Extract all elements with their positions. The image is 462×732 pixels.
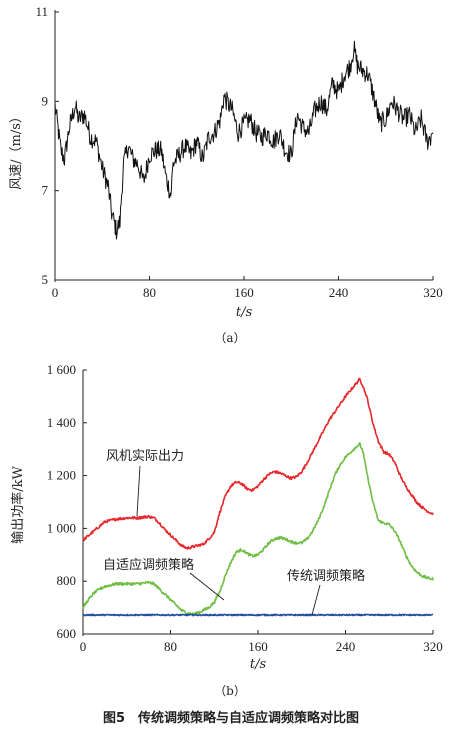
y-tick-label: 7 [42, 183, 49, 198]
annotation-adaptive-strategy: 自适应调频策略 [103, 557, 194, 573]
wind-speed-chart: 0 80 160 240 320 5 7 9 11 t/s 风速/（m/s） （a） [9, 4, 443, 345]
x-tick-label: 80 [164, 639, 177, 654]
x-tick-label: 320 [423, 285, 443, 300]
y-tick-label: 1 000 [47, 520, 76, 535]
panel-label-a: （a） [214, 331, 245, 345]
annotation-actual-output: 风机实际出力 [106, 449, 184, 464]
leader-line-actual-output [136, 465, 141, 517]
x-tick-label: 160 [234, 285, 254, 300]
y-tick-label: 1 600 [47, 362, 76, 377]
leader-line-traditional-strategy [311, 584, 321, 616]
output-power-chart: 0 80 160 240 320 600 800 1 000 1 200 1 400 1 600 风… [10, 362, 443, 698]
y-tick-label: 1 200 [47, 468, 76, 483]
y-tick-label: 9 [42, 93, 49, 108]
x-tick-label: 320 [423, 639, 443, 654]
x-tick-label: 0 [52, 285, 59, 300]
y-axis-label-b: 输出功率/kW [10, 466, 26, 544]
x-tick-label: 160 [248, 639, 268, 654]
y-tick-label: 5 [42, 272, 49, 287]
y-tick-label: 600 [57, 626, 77, 641]
y-axis-label-a: 风速/（m/s） [9, 110, 24, 190]
series-line [82, 377, 434, 550]
x-axis-label-b: t/s [250, 657, 267, 672]
series-line [54, 40, 434, 240]
annotation-traditional-strategy: 传统调频策略 [287, 568, 365, 584]
x-axis-label-a: t/s [236, 305, 253, 320]
y-tick-label: 1 400 [47, 415, 76, 430]
x-tick-label: 240 [329, 285, 349, 300]
y-tick-label: 800 [57, 573, 77, 588]
x-tick-label: 0 [80, 639, 87, 654]
panel-label-b: （b） [214, 684, 246, 698]
x-tick-label: 80 [143, 285, 156, 300]
leader-line-adaptive-strategy [189, 572, 225, 601]
y-tick-label: 11 [35, 4, 48, 19]
x-tick-label: 240 [336, 639, 356, 654]
figure-caption: 图5 传统调频策略与自适应调频策略对比图 [103, 710, 359, 726]
series-line [82, 442, 434, 616]
series-line [82, 613, 434, 617]
